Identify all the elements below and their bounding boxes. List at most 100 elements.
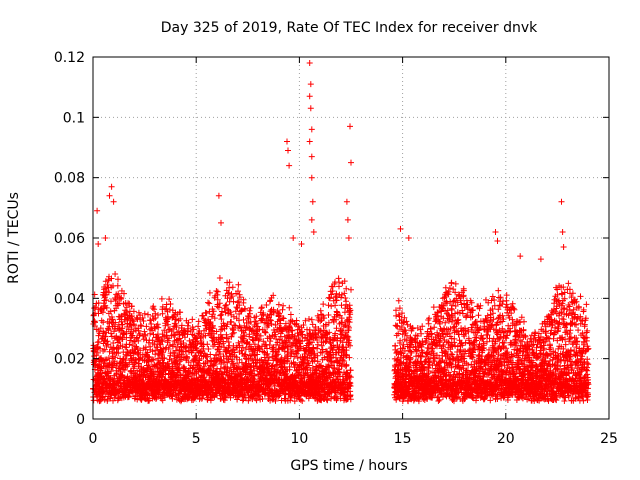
data-point <box>314 341 321 348</box>
data-point <box>165 321 172 328</box>
data-point <box>176 367 183 374</box>
data-point <box>155 312 161 318</box>
data-point <box>153 396 159 402</box>
data-point <box>94 349 101 356</box>
data-point <box>180 340 187 346</box>
data-point <box>126 341 133 348</box>
data-point <box>167 301 174 307</box>
data-point <box>97 345 103 352</box>
data-point <box>342 295 349 301</box>
data-point <box>118 318 125 325</box>
data-point <box>121 290 127 297</box>
data-point <box>95 300 102 306</box>
data-point <box>140 379 147 386</box>
data-point <box>195 318 202 325</box>
data-point <box>153 394 160 401</box>
data-point <box>348 286 354 293</box>
data-point <box>206 289 213 296</box>
data-point <box>177 309 184 316</box>
data-point <box>121 374 128 381</box>
data-point <box>112 319 119 326</box>
data-point <box>185 373 192 380</box>
data-point <box>115 276 121 283</box>
data-point <box>165 346 172 352</box>
data-point <box>162 322 169 329</box>
data-point <box>108 368 115 375</box>
data-point <box>95 310 102 317</box>
data-point <box>102 333 109 340</box>
data-point <box>108 275 115 282</box>
data-point <box>235 281 242 288</box>
data-point <box>205 299 211 306</box>
data-point <box>91 305 98 312</box>
data-point <box>173 324 180 330</box>
data-point <box>448 279 455 286</box>
data-point <box>161 394 168 401</box>
data-point <box>128 303 135 310</box>
data-point <box>129 317 136 324</box>
data-point <box>435 398 442 404</box>
data-point <box>286 304 293 311</box>
data-point <box>279 306 286 313</box>
data-point <box>125 300 132 307</box>
data-point <box>99 309 106 316</box>
data-point <box>115 290 122 297</box>
data-point <box>97 325 104 332</box>
data-point <box>193 354 200 361</box>
data-point <box>164 362 171 368</box>
data-point <box>137 347 144 354</box>
data-point <box>328 303 335 310</box>
data-point <box>152 351 159 358</box>
data-point <box>116 300 123 307</box>
data-point <box>104 281 111 288</box>
data-point <box>195 323 202 330</box>
data-point <box>109 316 116 323</box>
data-point <box>131 322 138 329</box>
data-point <box>287 311 294 318</box>
data-point <box>325 302 332 309</box>
data-point <box>150 303 157 310</box>
data-point <box>158 295 165 302</box>
data-point <box>114 282 121 289</box>
data-point <box>205 346 212 352</box>
data-point <box>119 321 126 328</box>
data-point <box>325 312 332 318</box>
data-point <box>146 397 153 404</box>
data-point <box>475 312 482 319</box>
data-point <box>124 363 131 370</box>
chart-title: Day 325 of 2019, Rate Of TEC Index for r… <box>161 20 538 36</box>
data-point <box>130 338 137 345</box>
data-point <box>170 326 177 333</box>
data-point <box>320 301 327 308</box>
data-point <box>213 288 220 294</box>
data-point <box>145 311 151 318</box>
data-point <box>215 304 222 311</box>
data-point <box>186 337 193 344</box>
data-point <box>181 327 188 334</box>
data-point <box>138 323 145 330</box>
data-point <box>137 316 143 323</box>
data-point <box>184 354 191 361</box>
data-point <box>147 330 154 337</box>
data-point <box>103 297 110 303</box>
data-point <box>224 359 231 366</box>
data-point <box>107 308 114 315</box>
data-point <box>129 332 136 339</box>
data-point <box>165 326 172 333</box>
data-point <box>140 318 147 324</box>
data-point <box>152 315 159 321</box>
data-point <box>196 356 203 363</box>
data-point <box>159 397 166 404</box>
data-point <box>247 304 254 311</box>
data-point <box>204 341 211 348</box>
data-point <box>176 347 183 354</box>
data-point <box>143 323 150 330</box>
data-point <box>100 319 107 326</box>
data-point <box>176 361 183 368</box>
data-point <box>127 337 134 344</box>
data-point <box>178 322 185 329</box>
data-point <box>268 321 275 327</box>
data-point <box>463 313 470 320</box>
data-point <box>130 308 137 315</box>
data-point <box>114 344 120 351</box>
